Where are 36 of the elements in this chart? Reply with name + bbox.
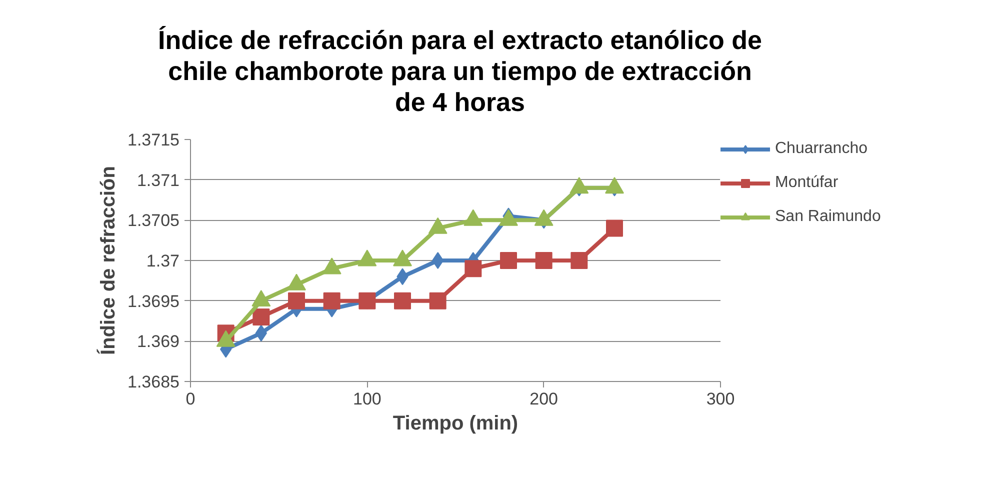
point <box>323 292 340 310</box>
legend-label: Chuarrancho <box>775 140 868 158</box>
point <box>535 252 552 269</box>
legend-label: Montúfar <box>775 174 838 192</box>
point <box>432 252 444 269</box>
y-tick-label: 1.371 <box>136 170 180 190</box>
point <box>252 308 270 326</box>
chart-title: Índice de refracción para el extracto etanólico de chile chamborote para un tiempo de extracción de 4 horas <box>158 25 762 119</box>
y-tick-label: 1.37 <box>146 252 180 270</box>
point <box>499 209 518 226</box>
x-tick-label: 0 <box>186 390 196 408</box>
y-axis-title: Índice de refracción <box>96 166 120 355</box>
y-tick-label: 1.3685 <box>128 372 180 392</box>
x-tick-label: 200 <box>530 390 558 408</box>
point <box>605 177 624 194</box>
point <box>358 292 376 310</box>
y-tick-label: 1.369 <box>136 332 180 352</box>
point <box>288 292 305 310</box>
x-tick-label: 300 <box>706 390 735 408</box>
point <box>464 260 482 278</box>
y-tick-label: 1.3715 <box>128 130 180 150</box>
point <box>570 252 588 269</box>
point <box>393 250 412 266</box>
x-axis-title: Tiempo (min) <box>392 412 518 434</box>
y-tick-label: 1.3705 <box>128 211 180 230</box>
legend-label: San Raimundo <box>775 208 881 226</box>
point <box>428 217 448 234</box>
x-tick-label: 100 <box>352 390 382 408</box>
point <box>429 292 446 310</box>
point <box>358 250 377 266</box>
point <box>464 209 483 226</box>
point <box>534 209 554 226</box>
y-tick-label: 1.3695 <box>128 292 180 311</box>
point <box>394 292 411 310</box>
point <box>570 177 589 194</box>
point <box>500 252 517 269</box>
